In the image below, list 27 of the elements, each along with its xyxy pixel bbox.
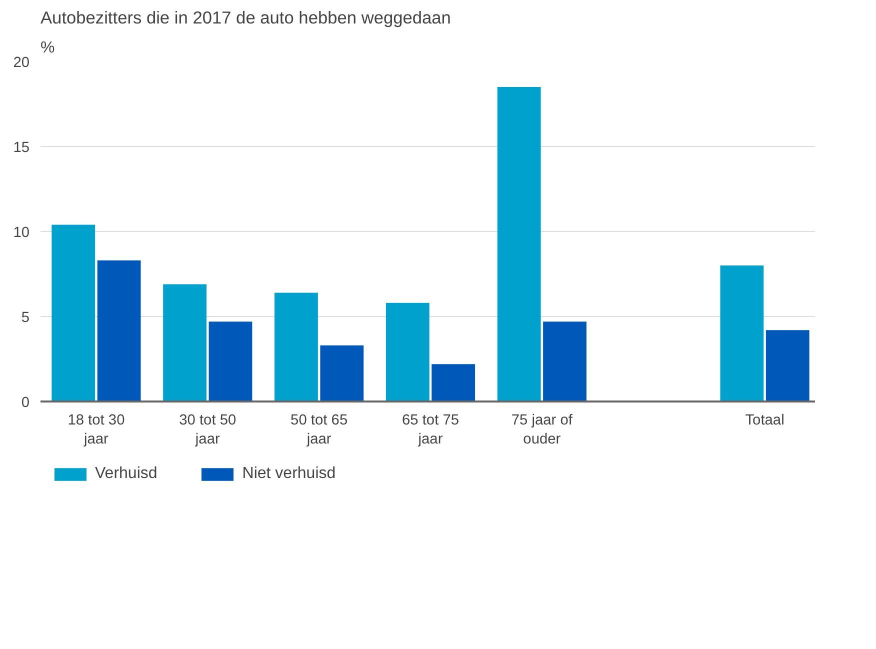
x-tick-label: 18 tot 30 jaar (68, 412, 125, 448)
bar (208, 322, 252, 402)
bar (320, 345, 364, 402)
x-tick-label: 75 jaar of ouder (511, 412, 574, 448)
bar (497, 87, 541, 402)
bar (386, 302, 430, 402)
x-tick-label: 50 tot 65 jaar (290, 412, 348, 448)
bar (720, 266, 764, 402)
bar (274, 292, 318, 402)
bar (543, 322, 586, 402)
x-tick-label: 30 tot 50 jaar (179, 412, 236, 448)
y-tick-label: 10 (13, 225, 30, 241)
bar (97, 260, 141, 402)
y-tick-label: 0 (21, 395, 30, 411)
legend-label: Niet verhuisd (242, 465, 336, 483)
x-tick-label: Totaal (745, 412, 784, 428)
y-tick-label: 5 (21, 310, 30, 326)
legend-label: Verhuisd (95, 465, 158, 483)
bar (52, 224, 96, 402)
bar (432, 364, 476, 402)
chart-title: Autobezitters die in 2017 de auto hebben weggedaan (40, 8, 451, 28)
bar (163, 284, 206, 402)
y-tick-label: 20 (13, 55, 30, 71)
y-tick-label: 15 (13, 140, 30, 156)
y-axis-title: % (40, 40, 55, 56)
x-tick-label: 65 tot 75 jaar (402, 412, 460, 448)
bar (766, 330, 810, 402)
